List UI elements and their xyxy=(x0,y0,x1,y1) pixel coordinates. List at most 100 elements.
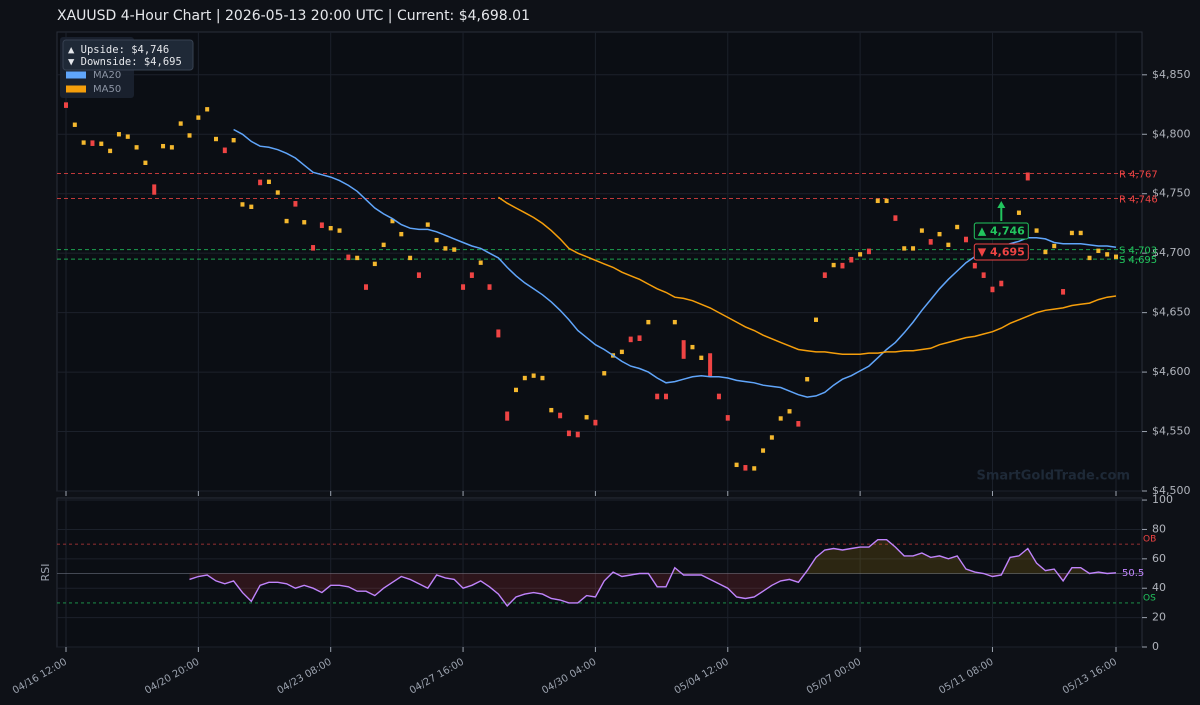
ma-line xyxy=(497,196,1117,356)
candle xyxy=(955,224,960,230)
candle xyxy=(390,218,395,224)
note-box xyxy=(62,39,194,71)
candle xyxy=(231,138,236,143)
annotation-box xyxy=(973,243,1029,261)
candle xyxy=(778,416,783,421)
candle xyxy=(125,134,130,139)
candle xyxy=(266,179,271,185)
candle xyxy=(637,335,642,341)
candle xyxy=(999,280,1004,287)
candle xyxy=(646,319,651,325)
candle xyxy=(875,198,880,204)
candle xyxy=(928,239,933,245)
candle xyxy=(293,201,298,207)
ma-line xyxy=(233,128,1117,398)
candle xyxy=(796,421,801,427)
candle xyxy=(558,412,563,419)
level-label: OB xyxy=(1143,535,1156,545)
candle xyxy=(161,143,166,149)
candle xyxy=(452,247,457,252)
candle xyxy=(672,319,677,325)
candle xyxy=(972,262,977,269)
target-arrowhead xyxy=(997,201,1006,208)
rsi-panel xyxy=(56,497,1143,648)
candle xyxy=(699,355,704,361)
y-tick-label: $4,600 xyxy=(1152,365,1191,378)
candle xyxy=(911,246,916,251)
candle xyxy=(822,272,827,278)
candle xyxy=(514,387,518,393)
candle xyxy=(1061,289,1066,295)
rsi-value-label: 50.5 xyxy=(1122,568,1144,579)
candle xyxy=(690,344,695,350)
candle xyxy=(99,141,104,146)
chart-title: XAUUSD 4-Hour Chart | 2026-05-13 20:00 U… xyxy=(57,8,530,24)
y-tick-label: $4,850 xyxy=(1152,68,1191,81)
candle xyxy=(143,160,148,165)
candle xyxy=(1052,243,1057,249)
candle xyxy=(337,228,342,233)
candle xyxy=(946,242,951,248)
candle xyxy=(761,448,766,453)
candle xyxy=(540,375,545,381)
note: ▼ Downside: $4,695 xyxy=(68,56,182,68)
candle xyxy=(549,407,554,413)
candle xyxy=(1105,252,1110,257)
candle xyxy=(584,415,589,420)
candle xyxy=(893,215,898,221)
level-label: S 4,695 xyxy=(1119,255,1157,266)
candle xyxy=(381,242,386,248)
y-axis-label: RSI xyxy=(39,564,52,582)
legend-swatch xyxy=(66,85,86,93)
candle xyxy=(664,393,668,400)
candle xyxy=(1114,254,1118,259)
candle xyxy=(346,254,351,261)
level-label: R 4,767 xyxy=(1119,170,1158,181)
candle xyxy=(1016,210,1021,215)
candle xyxy=(152,184,157,195)
candle xyxy=(1043,249,1048,255)
candle xyxy=(919,228,924,233)
candle xyxy=(72,122,77,127)
candle xyxy=(196,115,201,120)
note: ▲ Upside: $4,746 xyxy=(68,44,169,56)
annotation-label: ▲ 4,746 xyxy=(978,225,1025,238)
level-label: R 4,746 xyxy=(1119,194,1158,205)
y-tick-label: $4,750 xyxy=(1152,187,1191,200)
candle xyxy=(416,272,421,278)
y-tick-label: $4,500 xyxy=(1152,484,1191,497)
candle xyxy=(1069,230,1074,236)
candle xyxy=(187,133,192,138)
candle xyxy=(328,226,333,231)
annotation-label: ▼ 4,695 xyxy=(978,246,1025,259)
candle xyxy=(1087,255,1092,261)
candle xyxy=(81,140,86,145)
candle xyxy=(1078,230,1083,236)
candle xyxy=(222,147,227,154)
candle xyxy=(108,148,113,154)
candle xyxy=(964,236,968,243)
candle xyxy=(284,218,289,224)
candle xyxy=(814,317,818,322)
y-tick-label: $4,650 xyxy=(1152,306,1191,319)
candle xyxy=(681,340,686,359)
annotation-box xyxy=(973,222,1029,240)
legend-label: MA20 xyxy=(93,70,121,81)
candle xyxy=(752,466,757,471)
rsi-area-above xyxy=(611,539,1116,574)
candle xyxy=(1034,228,1039,233)
y-tick-label: 20 xyxy=(1152,611,1166,624)
candle xyxy=(469,272,474,278)
candle xyxy=(372,261,377,267)
rsi-area-below xyxy=(189,573,1116,606)
rsi-line xyxy=(189,539,1117,607)
y-tick-label: $4,700 xyxy=(1152,246,1191,259)
y-tick-label: 100 xyxy=(1152,493,1173,506)
candle xyxy=(743,465,748,471)
watermark: SmartGoldTrade.com xyxy=(976,469,1130,484)
candle xyxy=(805,377,810,382)
candle xyxy=(364,284,368,290)
candle xyxy=(399,231,404,237)
candle xyxy=(866,248,871,255)
